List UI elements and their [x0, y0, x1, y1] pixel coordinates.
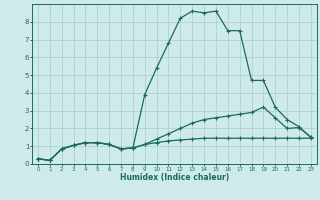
X-axis label: Humidex (Indice chaleur): Humidex (Indice chaleur)	[120, 173, 229, 182]
